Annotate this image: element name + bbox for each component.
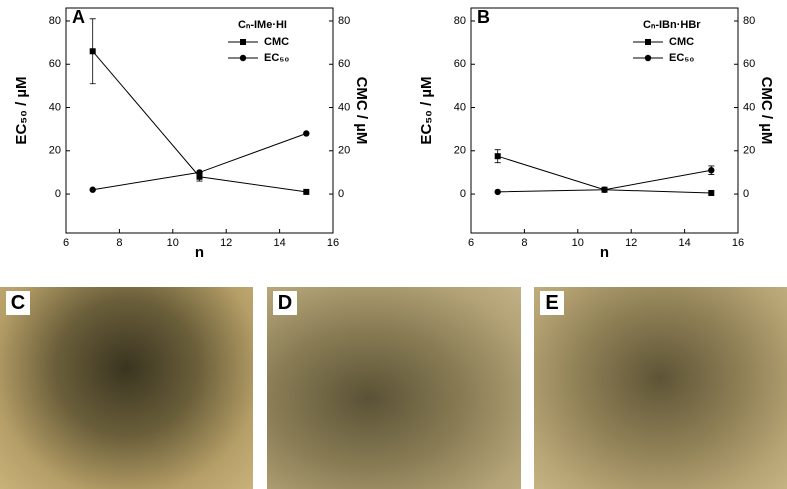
panel-label: B (477, 7, 490, 27)
micrograph: D (267, 287, 521, 489)
x-tick-label: 10 (572, 237, 584, 249)
panel-label: C (6, 291, 30, 315)
panel-label: E (540, 291, 564, 315)
y-tick-label: 60 (49, 58, 61, 70)
y-tick-label: 40 (49, 101, 61, 113)
legend-label: CMC (669, 36, 694, 48)
y2-tick-label: 20 (743, 145, 755, 157)
legend-marker (240, 39, 246, 45)
micrograph: C (0, 287, 253, 489)
x-tick-label: 14 (273, 237, 285, 249)
plot-frame (470, 7, 739, 234)
y-tick-label: 0 (460, 188, 466, 200)
data-point (89, 48, 96, 55)
legend-label: EC₅₀ (669, 52, 694, 64)
legend-marker (239, 54, 247, 62)
y2-axis-label: CMC / µM (758, 77, 775, 145)
data-point (708, 189, 715, 196)
legend-marker (644, 54, 652, 62)
x-tick-label: 12 (220, 237, 232, 249)
y-tick-label: 80 (49, 15, 61, 27)
y2-tick-label: 60 (743, 58, 755, 70)
x-tick-label: 10 (167, 237, 179, 249)
x-tick-label: 6 (468, 237, 474, 249)
data-point (303, 188, 310, 195)
micrograph: E (534, 287, 787, 489)
data-point (494, 153, 501, 160)
x-tick-label: 16 (732, 237, 744, 249)
y-axis-label: EC₅₀ / µM (418, 76, 435, 144)
data-point (601, 186, 608, 193)
y-tick-label: 40 (454, 101, 466, 113)
legend-marker (645, 39, 651, 45)
plot-frame (65, 7, 334, 234)
y2-tick-label: 0 (743, 188, 749, 200)
x-tick-label: 8 (116, 237, 122, 249)
y2-tick-label: 80 (743, 15, 755, 27)
x-axis-label: n (600, 244, 609, 261)
y-tick-label: 60 (454, 58, 466, 70)
data-point (196, 173, 203, 180)
data-point (303, 130, 310, 137)
x-tick-label: 12 (625, 237, 637, 249)
panel-label: A (72, 7, 85, 27)
panel-label: D (273, 291, 297, 315)
y2-axis-label: CMC / µM (353, 77, 370, 145)
y-tick-label: 0 (55, 188, 61, 200)
x-tick-label: 14 (678, 237, 690, 249)
y2-tick-label: 40 (338, 101, 350, 113)
y2-tick-label: 0 (338, 188, 344, 200)
x-axis-label: n (195, 244, 204, 261)
y-tick-label: 80 (454, 15, 466, 27)
y-tick-label: 20 (49, 145, 61, 157)
legend-label: CMC (264, 36, 289, 48)
y-axis-label: EC₅₀ / µM (13, 76, 30, 144)
y2-tick-label: 80 (338, 15, 350, 27)
y2-tick-label: 60 (338, 58, 350, 70)
x-tick-label: 16 (327, 237, 339, 249)
legend-title: Cₙ-IMe·HI (238, 19, 287, 31)
data-point (196, 169, 203, 176)
y2-tick-label: 40 (743, 101, 755, 113)
y2-tick-label: 20 (338, 145, 350, 157)
data-point (708, 167, 715, 174)
x-tick-label: 6 (63, 237, 69, 249)
x-tick-label: 8 (521, 237, 527, 249)
data-point (89, 186, 96, 193)
y-tick-label: 20 (454, 145, 466, 157)
legend-label: EC₅₀ (264, 52, 289, 64)
legend-title: Cₙ-IBn·HBr (643, 19, 701, 31)
data-point (494, 188, 501, 196)
